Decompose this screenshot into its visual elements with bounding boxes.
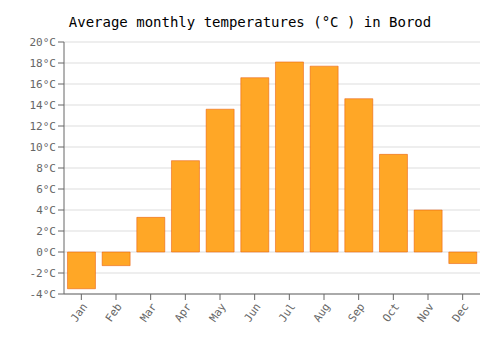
svg-text:20°C: 20°C: [30, 36, 57, 49]
svg-text:Dec: Dec: [449, 301, 471, 325]
svg-text:Jan: Jan: [68, 301, 90, 325]
svg-text:Sep: Sep: [345, 301, 367, 325]
svg-text:Aug: Aug: [311, 301, 333, 325]
svg-text:-2°C: -2°C: [30, 267, 57, 280]
svg-text:2°C: 2°C: [36, 225, 56, 238]
svg-text:18°C: 18°C: [30, 57, 57, 70]
svg-text:Oct: Oct: [380, 301, 402, 325]
svg-text:Jun: Jun: [241, 301, 263, 325]
svg-text:4°C: 4°C: [36, 204, 56, 217]
svg-text:Jul: Jul: [276, 301, 298, 325]
svg-text:16°C: 16°C: [30, 78, 57, 91]
svg-text:12°C: 12°C: [30, 120, 57, 133]
svg-text:Nov: Nov: [415, 300, 437, 324]
html-text:Average monthly temperatures (: Average monthly temperatures (°C ) in Bo…: [68, 14, 432, 30]
svg-text:10°C: 10°C: [30, 141, 57, 154]
svg-text:Feb: Feb: [103, 301, 125, 325]
svg-text:-4°C: -4°C: [30, 288, 57, 301]
svg-text:Mar: Mar: [137, 300, 159, 324]
svg-text:6°C: 6°C: [36, 183, 56, 196]
svg-text:0°C: 0°C: [36, 246, 56, 259]
svg-text:May: May: [207, 300, 229, 324]
svg-text:14°C: 14°C: [30, 99, 57, 112]
svg-text:8°C: 8°C: [36, 162, 56, 175]
svg-text:Apr: Apr: [172, 300, 194, 324]
